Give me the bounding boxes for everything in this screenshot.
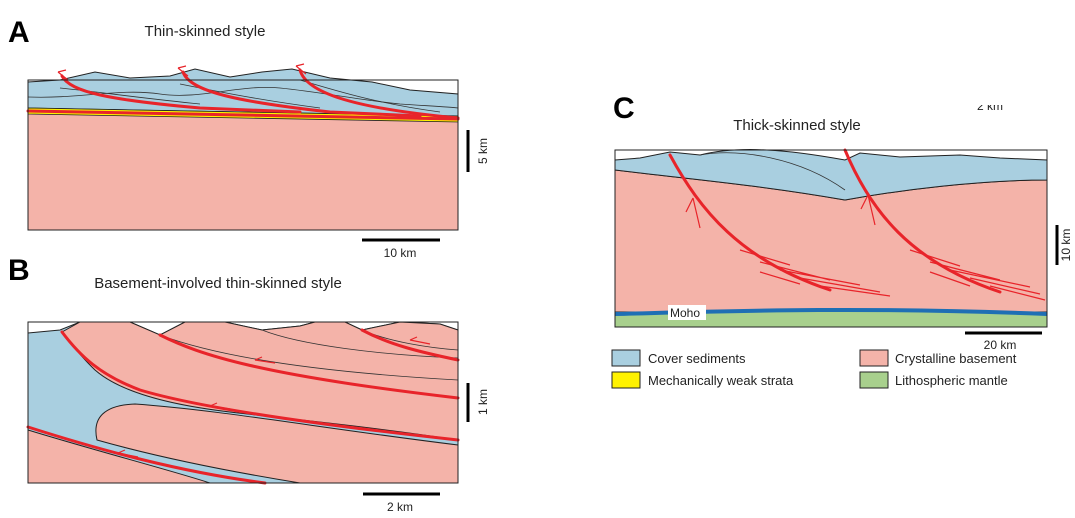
panel-title: Basement-involved thin-skinned style [94, 275, 342, 292]
crop-mask [960, 92, 1020, 105]
panel-b: B Basement-involved thin-skinned style 1… [8, 254, 490, 514]
panel-c: 2 km C Thick-skinned style Moho 10 km 20… [613, 92, 1073, 352]
panel-title: Thin-skinned style [145, 23, 266, 40]
legend: Cover sediments Crystalline basement Mec… [611, 349, 1017, 389]
fault [60, 330, 460, 442]
scale-label: 20 km [984, 338, 1017, 352]
frame [614, 149, 1048, 328]
legend-label: Crystalline basement [895, 351, 1017, 366]
basement [95, 403, 459, 484]
frame [27, 321, 459, 484]
panel-a: A Thin-skinned style 5 km 10 km [8, 16, 490, 260]
fault [60, 74, 302, 114]
moho-label: Moho [670, 306, 700, 320]
legend-label: Mechanically weak strata [648, 373, 794, 388]
splay-faults [685, 194, 1046, 301]
fault [668, 153, 832, 292]
legend-swatch [859, 371, 889, 389]
fault [843, 148, 1002, 294]
fault [360, 328, 460, 362]
fault [298, 68, 460, 120]
scale-label: 5 km [476, 138, 490, 164]
frame [27, 79, 459, 231]
scale-label: 2 km [387, 500, 413, 514]
panel-label: B [8, 254, 30, 287]
horizon [699, 152, 846, 191]
legend-label: Lithospheric mantle [895, 373, 1008, 388]
label-background [668, 305, 706, 320]
panel-label: A [8, 16, 30, 49]
legend-swatch [611, 371, 641, 389]
moho [614, 307, 1048, 316]
horizon [59, 79, 441, 113]
scale-label: 10 km [384, 246, 417, 260]
scale-label: 10 km [1059, 229, 1073, 262]
fault [158, 333, 460, 400]
legend-swatch [611, 349, 641, 367]
horizon [27, 86, 459, 109]
fault [26, 425, 267, 485]
lithospheric-mantle [615, 309, 1047, 327]
scale-label: 1 km [476, 389, 490, 415]
legend-label: Cover sediments [648, 351, 746, 366]
fault-arrow [57, 63, 307, 81]
panel-label: C [613, 92, 635, 125]
panel-title: Thick-skinned style [733, 117, 861, 134]
fault-arrow [117, 336, 431, 458]
detachment [26, 109, 460, 121]
fault [181, 70, 422, 118]
legend-swatch [859, 349, 889, 367]
basement [27, 111, 459, 231]
